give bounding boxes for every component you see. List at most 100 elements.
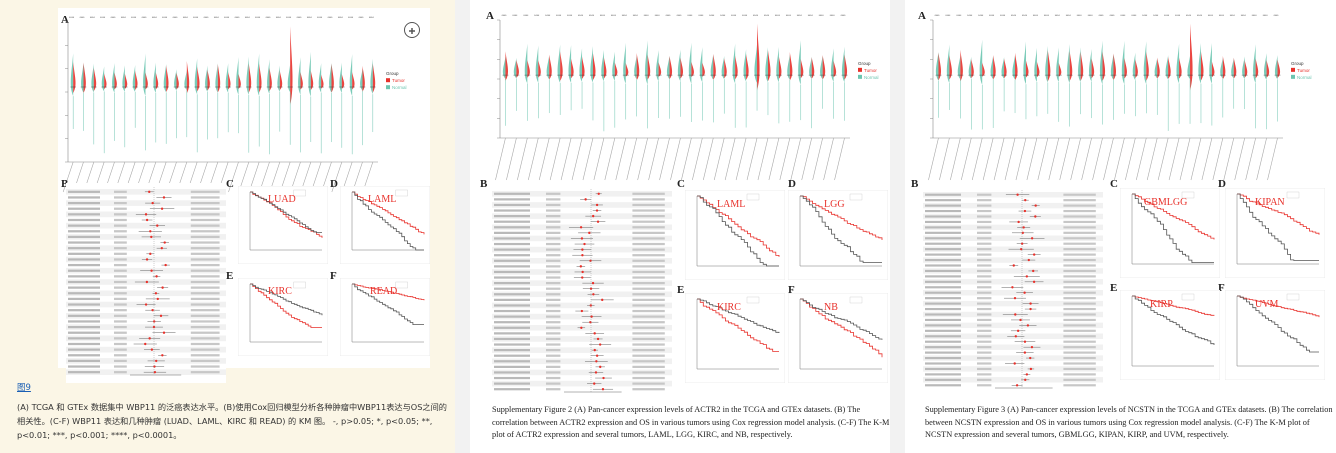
km-curves: [788, 293, 888, 383]
svg-text:****: ****: [1055, 14, 1061, 18]
svg-text:****: ****: [317, 16, 323, 20]
svg-text:****: ****: [131, 16, 137, 20]
svg-text:****: ****: [369, 16, 375, 20]
figure-image-ncstn[interactable]: A **** **** **** **** **** **** **** **** **** **…: [905, 0, 1336, 398]
violin-plot: **** **** **** **** **** **** **** **** **** ****…: [928, 14, 1312, 181]
svg-text:****: ****: [644, 14, 650, 18]
figure-panel-actr2: A **** **** **** **** **** **** **** **** **** **…: [470, 0, 890, 453]
km-curves: [340, 186, 430, 264]
svg-text:****: ****: [1088, 14, 1094, 18]
km-label-laml: LAML: [717, 199, 745, 210]
svg-text:****: ****: [600, 14, 606, 18]
panel-separator: [455, 0, 470, 453]
panel-letter-a: A: [486, 10, 494, 22]
panel-letter-e: E: [1110, 282, 1118, 294]
svg-text:****: ****: [523, 14, 529, 18]
figure-link[interactable]: 图9: [17, 383, 31, 393]
panel-letter-c: C: [677, 178, 685, 190]
svg-text:****: ****: [797, 14, 803, 18]
svg-text:****: ****: [152, 16, 158, 20]
panel-letter-c: C: [1110, 178, 1118, 190]
km-curves: [340, 278, 430, 356]
forest-rows: [66, 183, 226, 383]
legend-title: Group: [1291, 61, 1304, 66]
zoom-glyph: [409, 28, 415, 34]
km-label-laml: LAML: [368, 194, 396, 205]
panel-letter-e: E: [677, 284, 685, 296]
km-label-kirp: KIRP: [1150, 299, 1173, 310]
svg-text:****: ****: [989, 14, 995, 18]
svg-text:****: ****: [622, 14, 628, 18]
svg-text:****: ****: [567, 14, 573, 18]
violin-legend: Group Tumor Normal: [386, 71, 407, 90]
km-label-read: READ: [370, 286, 397, 297]
legend-tumor: Tumor: [864, 68, 877, 73]
svg-text:****: ****: [753, 14, 759, 18]
legend-normal: Normal: [864, 75, 879, 80]
svg-text:****: ****: [297, 16, 303, 20]
svg-text:****: ****: [90, 16, 96, 20]
panel-letter-f: F: [330, 270, 337, 282]
km-curves: [685, 190, 785, 280]
km-curves: [238, 278, 328, 356]
svg-text:****: ****: [934, 14, 940, 18]
svg-text:****: ****: [841, 14, 847, 18]
forest-rows: [923, 186, 1103, 396]
panel-separator: [890, 0, 905, 453]
svg-text:****: ****: [720, 14, 726, 18]
km-curves: [238, 186, 328, 264]
km-plot-uvm: UVM: [1225, 290, 1325, 380]
km-plot-gbmlgg: GBMLGG: [1120, 188, 1220, 278]
panel-letter-d: D: [330, 178, 338, 190]
km-label-kirc: KIRC: [717, 302, 741, 313]
km-curves: [788, 190, 888, 280]
svg-text:****: ****: [1120, 14, 1126, 18]
svg-text:****: ****: [589, 14, 595, 18]
figure-image-wbp11[interactable]: A **** **** **** **** **** **** **** **** **** **…: [58, 8, 430, 383]
legend-tumor: Tumor: [1297, 68, 1310, 73]
km-curves: [1120, 188, 1220, 278]
svg-text:****: ****: [742, 14, 748, 18]
violin-group: **** **** **** **** **** **** **** **** **** ****…: [62, 16, 378, 193]
figure-panel-ncstn: A **** **** **** **** **** **** **** **** **** **…: [905, 0, 1336, 453]
svg-text:****: ****: [731, 14, 737, 18]
svg-text:****: ****: [1197, 14, 1203, 18]
panel-letter-f: F: [788, 284, 795, 296]
svg-text:****: ****: [1099, 14, 1105, 18]
svg-text:****: ****: [1066, 14, 1072, 18]
forest-rows: [492, 185, 672, 400]
violin-legend: Group Tumor Normal: [858, 61, 879, 80]
svg-text:****: ****: [1033, 14, 1039, 18]
violin-plot: **** **** **** **** **** **** **** **** **** ****…: [495, 14, 879, 181]
svg-text:****: ****: [1164, 14, 1170, 18]
svg-text:****: ****: [1077, 14, 1083, 18]
svg-text:****: ****: [1208, 14, 1214, 18]
forest-plot: [923, 186, 1103, 396]
svg-text:****: ****: [1274, 14, 1280, 18]
svg-text:****: ****: [100, 16, 106, 20]
svg-text:****: ****: [956, 14, 962, 18]
svg-text:****: ****: [121, 16, 127, 20]
svg-text:****: ****: [359, 16, 365, 20]
svg-text:****: ****: [978, 14, 984, 18]
svg-text:****: ****: [1000, 14, 1006, 18]
violin-legend: Group Tumor Normal: [1291, 61, 1312, 80]
violin-group: **** **** **** **** **** **** **** **** **** ****…: [495, 14, 850, 181]
panel-letter-d: D: [788, 178, 796, 190]
figure-image-actr2[interactable]: A **** **** **** **** **** **** **** **** **** **…: [470, 0, 890, 400]
svg-text:****: ****: [764, 14, 770, 18]
svg-text:****: ****: [286, 16, 292, 20]
figure-caption-zh: (A) TCGA 和 GTEx 数据集中 WBP11 的泛癌表达水平。(B)使用…: [17, 402, 447, 440]
svg-text:****: ****: [193, 16, 199, 20]
km-plot-laml: LAML: [685, 190, 785, 280]
forest-plot: [492, 185, 672, 400]
svg-text:****: ****: [1263, 14, 1269, 18]
svg-text:****: ****: [578, 14, 584, 18]
zoom-in-icon[interactable]: [404, 22, 420, 38]
panel-letter-b: B: [911, 178, 919, 190]
km-label-nb: NB: [824, 302, 838, 313]
km-curves: [1120, 290, 1220, 380]
svg-text:****: ****: [1241, 14, 1247, 18]
legend-normal: Normal: [1297, 75, 1312, 80]
svg-text:****: ****: [214, 16, 220, 20]
